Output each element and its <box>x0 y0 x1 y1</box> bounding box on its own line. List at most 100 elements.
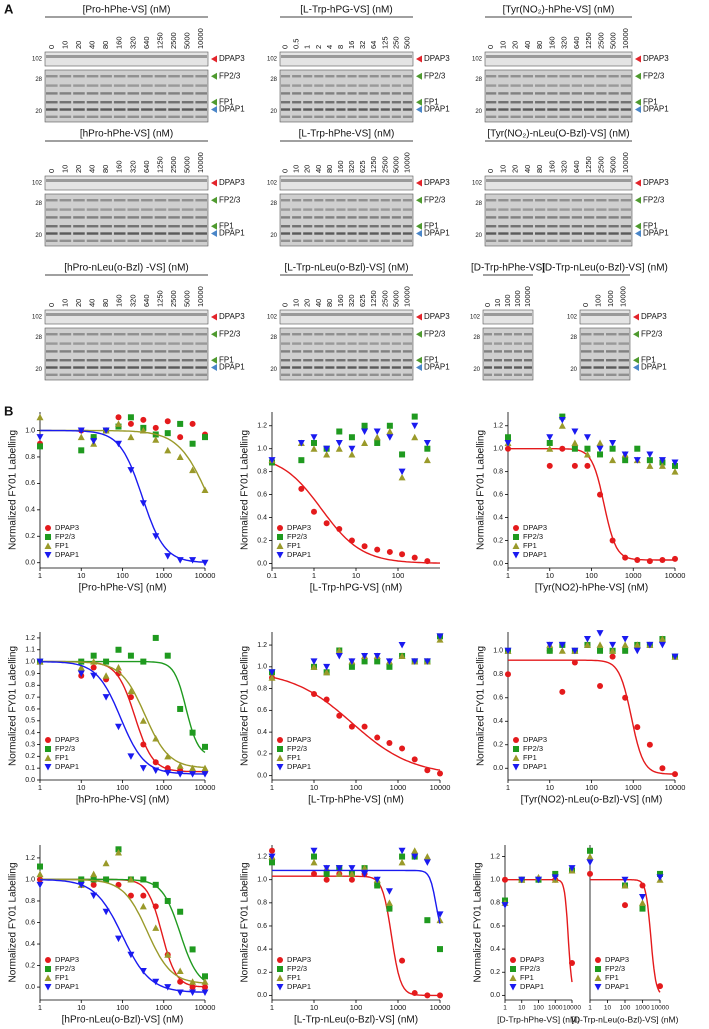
gel-band <box>292 366 302 369</box>
gel-band <box>593 333 604 336</box>
gel-band <box>380 350 390 353</box>
legend-label: FP1 <box>287 541 301 550</box>
gel-band <box>504 333 512 336</box>
gel-strip <box>279 175 414 191</box>
x-tick-label: 1 <box>506 571 510 580</box>
point <box>189 946 196 953</box>
band-label: DPAP1 <box>643 229 669 238</box>
point <box>348 445 356 453</box>
lane-label: 40 <box>88 41 97 49</box>
gel-band <box>100 232 112 235</box>
gel-band <box>358 92 368 95</box>
lane-label: 100 <box>503 294 512 307</box>
point <box>77 881 85 889</box>
gel-band <box>402 208 412 211</box>
gel-band <box>127 101 140 104</box>
band-label: DPAP3 <box>643 54 669 63</box>
point <box>622 554 629 561</box>
gel-band <box>402 232 412 235</box>
gel-band <box>73 239 85 242</box>
gel-band <box>113 208 126 211</box>
gel-band <box>59 373 72 376</box>
gel-band <box>336 342 346 345</box>
gel-band <box>127 216 140 219</box>
gel-band <box>391 115 401 118</box>
gel-band <box>73 366 85 369</box>
gel-band <box>510 101 521 104</box>
gel-band <box>380 342 390 345</box>
gel-band <box>154 115 167 118</box>
y-tick-label: 0.1 <box>25 765 35 772</box>
gel-band <box>618 350 629 353</box>
size-marker: 20 <box>270 109 277 115</box>
point <box>424 445 431 452</box>
gel-band <box>547 199 558 202</box>
gel-band <box>127 199 140 202</box>
gel-band <box>181 225 194 228</box>
legend-marker <box>512 754 520 761</box>
legend-marker <box>509 984 517 991</box>
size-marker: 20 <box>475 233 482 239</box>
gel-band <box>484 373 492 376</box>
gel-band <box>195 239 207 242</box>
gel-band <box>596 108 607 111</box>
gel-band <box>358 373 368 376</box>
gel-band <box>498 239 509 242</box>
gel-title: [L-Trp-hPG-VS] (nM) <box>300 5 392 16</box>
lane-label: 320 <box>560 160 569 173</box>
legend-marker <box>595 966 601 972</box>
gel-band <box>571 101 582 104</box>
point <box>90 876 97 883</box>
gel-band <box>113 84 126 87</box>
lane-label: 10000 <box>523 286 532 307</box>
gel-band <box>303 199 313 202</box>
point <box>398 858 406 866</box>
point <box>386 434 394 441</box>
gel-band <box>559 216 570 219</box>
gel-band <box>325 199 335 202</box>
point <box>202 743 208 750</box>
gel-band <box>486 179 631 182</box>
lane-label: 5000 <box>183 156 192 173</box>
point <box>152 634 159 641</box>
gel-title: [Pro-hPhe-VS] (nM) <box>83 5 171 16</box>
point <box>152 735 160 742</box>
gel-band <box>195 216 207 219</box>
gel-band <box>59 115 72 118</box>
gel-band <box>59 232 72 235</box>
legend-label: FP2/3 <box>523 744 543 753</box>
gel-band <box>620 101 631 104</box>
gel-band <box>347 208 357 211</box>
lane-label: 8 <box>336 45 345 49</box>
gel-band <box>181 199 194 202</box>
gel-band <box>571 75 582 78</box>
gel-band <box>606 366 617 369</box>
legend-marker <box>277 957 283 963</box>
gel-band <box>168 366 180 369</box>
lane-label: 0 <box>486 45 495 49</box>
y-tick-label: 0.6 <box>490 923 500 930</box>
x-tick-label: 1000 <box>390 1003 407 1012</box>
gel-band <box>380 216 390 219</box>
point <box>398 847 406 855</box>
gel-band <box>154 75 167 78</box>
y-axis-label: Normalized FY01 Labelling <box>476 430 487 550</box>
point <box>297 439 305 447</box>
point <box>411 847 419 854</box>
point <box>202 973 208 980</box>
gel-band <box>547 208 558 211</box>
point <box>201 764 209 772</box>
lane-label: 20 <box>303 165 312 173</box>
gel-band <box>535 199 546 202</box>
point <box>386 548 393 555</box>
gel-band <box>281 115 291 118</box>
y-tick-label: 0.4 <box>25 729 35 736</box>
point <box>596 445 604 453</box>
band-label: DPAP3 <box>424 178 450 187</box>
lane-label: 2500 <box>169 290 178 307</box>
lane-label: 1000 <box>606 290 615 307</box>
gel-band <box>486 115 497 118</box>
gel-band <box>181 373 194 376</box>
y-tick-label: 0.2 <box>490 969 500 976</box>
gel-band <box>336 108 346 111</box>
